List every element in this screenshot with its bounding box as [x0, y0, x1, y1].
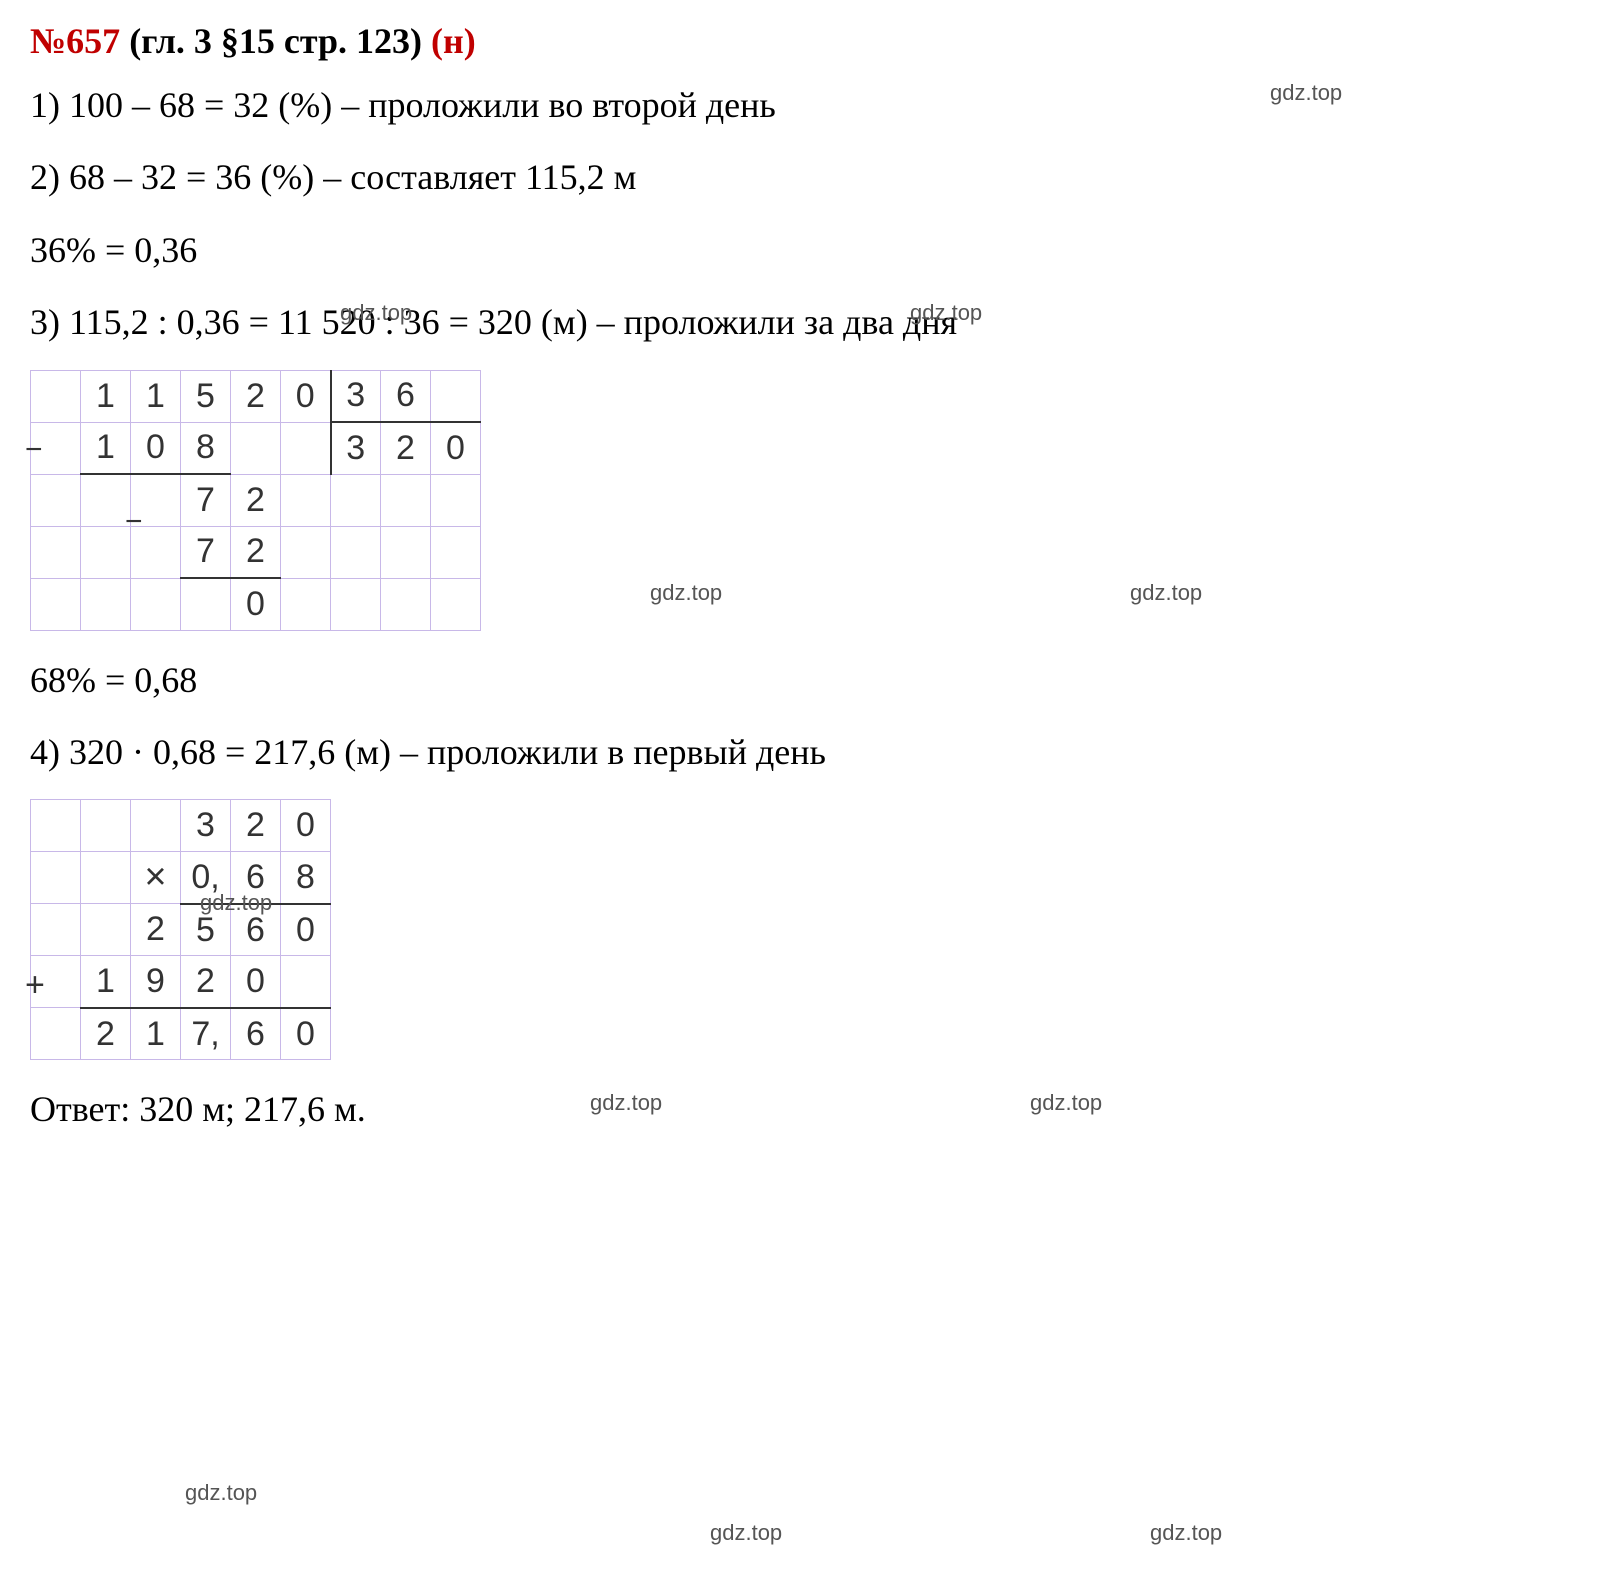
cell: 6	[231, 852, 281, 904]
cell	[31, 474, 81, 526]
plus-sign-cell: +	[31, 956, 81, 1008]
mult-sign-cell: ×	[131, 852, 181, 904]
cell: 1	[81, 422, 131, 474]
problem-number: №657	[30, 21, 120, 61]
cell: 0	[281, 370, 331, 422]
cell	[431, 526, 481, 578]
cell: 0	[281, 800, 331, 852]
cell: 5	[181, 904, 231, 956]
cell: 2	[381, 422, 431, 474]
cell: 2	[231, 800, 281, 852]
problem-suffix: (н)	[431, 21, 476, 61]
cell: 2	[181, 956, 231, 1008]
watermark-text: gdz.top	[1130, 580, 1202, 606]
minus-sign-cell: −	[31, 422, 81, 474]
watermark-text: gdz.top	[185, 1480, 257, 1506]
step-3: 3) 115,2 : 0,36 = 11 520 : 36 = 320 (м) …	[30, 297, 1573, 347]
cell: 0	[281, 904, 331, 956]
cell: 7	[181, 474, 231, 526]
minus-icon: −	[25, 433, 43, 467]
cell: 8	[181, 422, 231, 474]
cell: 6	[381, 370, 431, 422]
cell: 3	[331, 422, 381, 474]
problem-ref: (гл. 3 §15 стр. 123)	[120, 21, 431, 61]
cell	[381, 526, 431, 578]
cell	[431, 370, 481, 422]
cell: 2	[231, 370, 281, 422]
cell	[281, 526, 331, 578]
problem-title: №657 (гл. 3 §15 стр. 123) (н)	[30, 20, 1573, 62]
cell: 2	[81, 1008, 131, 1060]
cell: 1	[131, 1008, 181, 1060]
cell	[31, 526, 81, 578]
cell: 5	[181, 370, 231, 422]
cell	[231, 422, 281, 474]
plus-icon: +	[25, 966, 45, 1005]
cell	[31, 852, 81, 904]
cell	[131, 800, 181, 852]
cell: 1	[131, 370, 181, 422]
cell	[281, 474, 331, 526]
cell: 3	[331, 370, 381, 422]
cell: 8	[281, 852, 331, 904]
cell	[331, 526, 381, 578]
cell: 0	[431, 422, 481, 474]
cell: 2	[131, 904, 181, 956]
cell	[381, 578, 431, 630]
cell: 7	[181, 526, 231, 578]
page-root: №657 (гл. 3 §15 стр. 123) (н) 1) 100 – 6…	[30, 20, 1573, 1135]
watermark-text: gdz.top	[1150, 1520, 1222, 1546]
cell: 3	[181, 800, 231, 852]
multiply-icon: ×	[144, 856, 166, 898]
minus-sign-cell: −	[131, 474, 181, 526]
step-1: 1) 100 – 68 = 32 (%) – проложили во втор…	[30, 80, 1573, 130]
cell	[131, 578, 181, 630]
cell	[431, 474, 481, 526]
cell	[81, 526, 131, 578]
cell: 2	[231, 526, 281, 578]
cell	[81, 800, 131, 852]
cell	[281, 578, 331, 630]
cell: 9	[131, 956, 181, 1008]
percent-68: 68% = 0,68	[30, 655, 1573, 705]
cell	[81, 904, 131, 956]
cell	[31, 370, 81, 422]
cell	[281, 956, 331, 1008]
cell: 1	[81, 956, 131, 1008]
step-4: 4) 320 · 0,68 = 217,6 (м) – проложили в …	[30, 727, 1573, 777]
cell	[181, 578, 231, 630]
step-2: 2) 68 – 32 = 36 (%) – составляет 115,2 м	[30, 152, 1573, 202]
cell: 0	[231, 578, 281, 630]
cell: 7,	[181, 1008, 231, 1060]
answer-line: Ответ: 320 м; 217,6 м.	[30, 1084, 1573, 1134]
long-division-grid: 1 1 5 2 0 3 6 − 1 0 8 3 2 0 − 7 2	[30, 370, 481, 631]
cell	[31, 800, 81, 852]
watermark-text: gdz.top	[710, 1520, 782, 1546]
cell	[81, 578, 131, 630]
cell	[331, 474, 381, 526]
cell	[281, 422, 331, 474]
percent-36: 36% = 0,36	[30, 225, 1573, 275]
cell: 1	[81, 370, 131, 422]
cell: 0	[281, 1008, 331, 1060]
watermark-text: gdz.top	[650, 580, 722, 606]
cell	[31, 1008, 81, 1060]
cell: 6	[231, 1008, 281, 1060]
cell	[431, 578, 481, 630]
cell: 6	[231, 904, 281, 956]
cell: 0,	[181, 852, 231, 904]
cell	[131, 526, 181, 578]
cell	[331, 578, 381, 630]
cell: 0	[231, 956, 281, 1008]
cell	[81, 474, 131, 526]
cell: 2	[231, 474, 281, 526]
cell: 0	[131, 422, 181, 474]
multiplication-grid: 3 2 0 × 0, 6 8 2 5 6 0 + 1 9 2 0	[30, 799, 331, 1060]
cell	[381, 474, 431, 526]
cell	[31, 578, 81, 630]
cell	[81, 852, 131, 904]
cell	[31, 904, 81, 956]
